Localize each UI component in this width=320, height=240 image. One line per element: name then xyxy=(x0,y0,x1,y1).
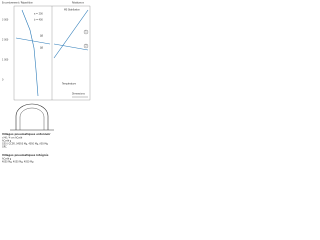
section-line: ACodé g xyxy=(2,158,12,161)
section-line: G50 / GCSR, 04050 Mg, 4050 Mg, ASS-Mg xyxy=(2,143,48,146)
section-line: ACodé g xyxy=(2,140,12,143)
curve xyxy=(53,9,89,59)
section-title: Villages pneumatiques intégrés xyxy=(2,153,49,157)
marker xyxy=(83,29,89,35)
annotation: a = 200 xyxy=(34,13,43,16)
page: {"header": {"left": "Encombrement / Répa… xyxy=(0,0,100,176)
y-label: 1 000 xyxy=(2,59,9,62)
header-right: Résistance xyxy=(72,2,84,5)
section-line: GRC xyxy=(2,146,7,149)
section-shape xyxy=(15,103,49,130)
section-title: Villages pneumatiques entonnoir xyxy=(2,132,51,136)
diagram: Encombrement / Répartition Résistance 3 … xyxy=(2,2,91,164)
y-label: 0 xyxy=(2,79,4,82)
header-left: Encombrement / Répartition xyxy=(2,2,34,5)
marker-label: 2 xyxy=(85,45,87,48)
annotation: b = 400 xyxy=(34,19,43,22)
section-line: 4050 Mg, 4050 Mg, 4050 Mg xyxy=(2,161,34,164)
marker-label: 1 xyxy=(85,31,87,34)
marker xyxy=(83,43,89,49)
annotation: ΔB xyxy=(40,35,43,38)
annotation: MS Stahlbeton xyxy=(64,9,80,12)
curve xyxy=(15,37,51,45)
dimensions-label: Dimensions xyxy=(72,93,86,96)
y-label: 3 000 xyxy=(2,19,9,22)
section-line: d 40 / 4 cm ACodé xyxy=(2,137,23,140)
curve xyxy=(53,43,89,51)
curve xyxy=(21,9,39,97)
y-label: 2 000 xyxy=(2,39,9,42)
annotation: ΔB xyxy=(40,47,43,50)
annotation: Température xyxy=(62,83,77,86)
section-shape xyxy=(19,107,45,130)
